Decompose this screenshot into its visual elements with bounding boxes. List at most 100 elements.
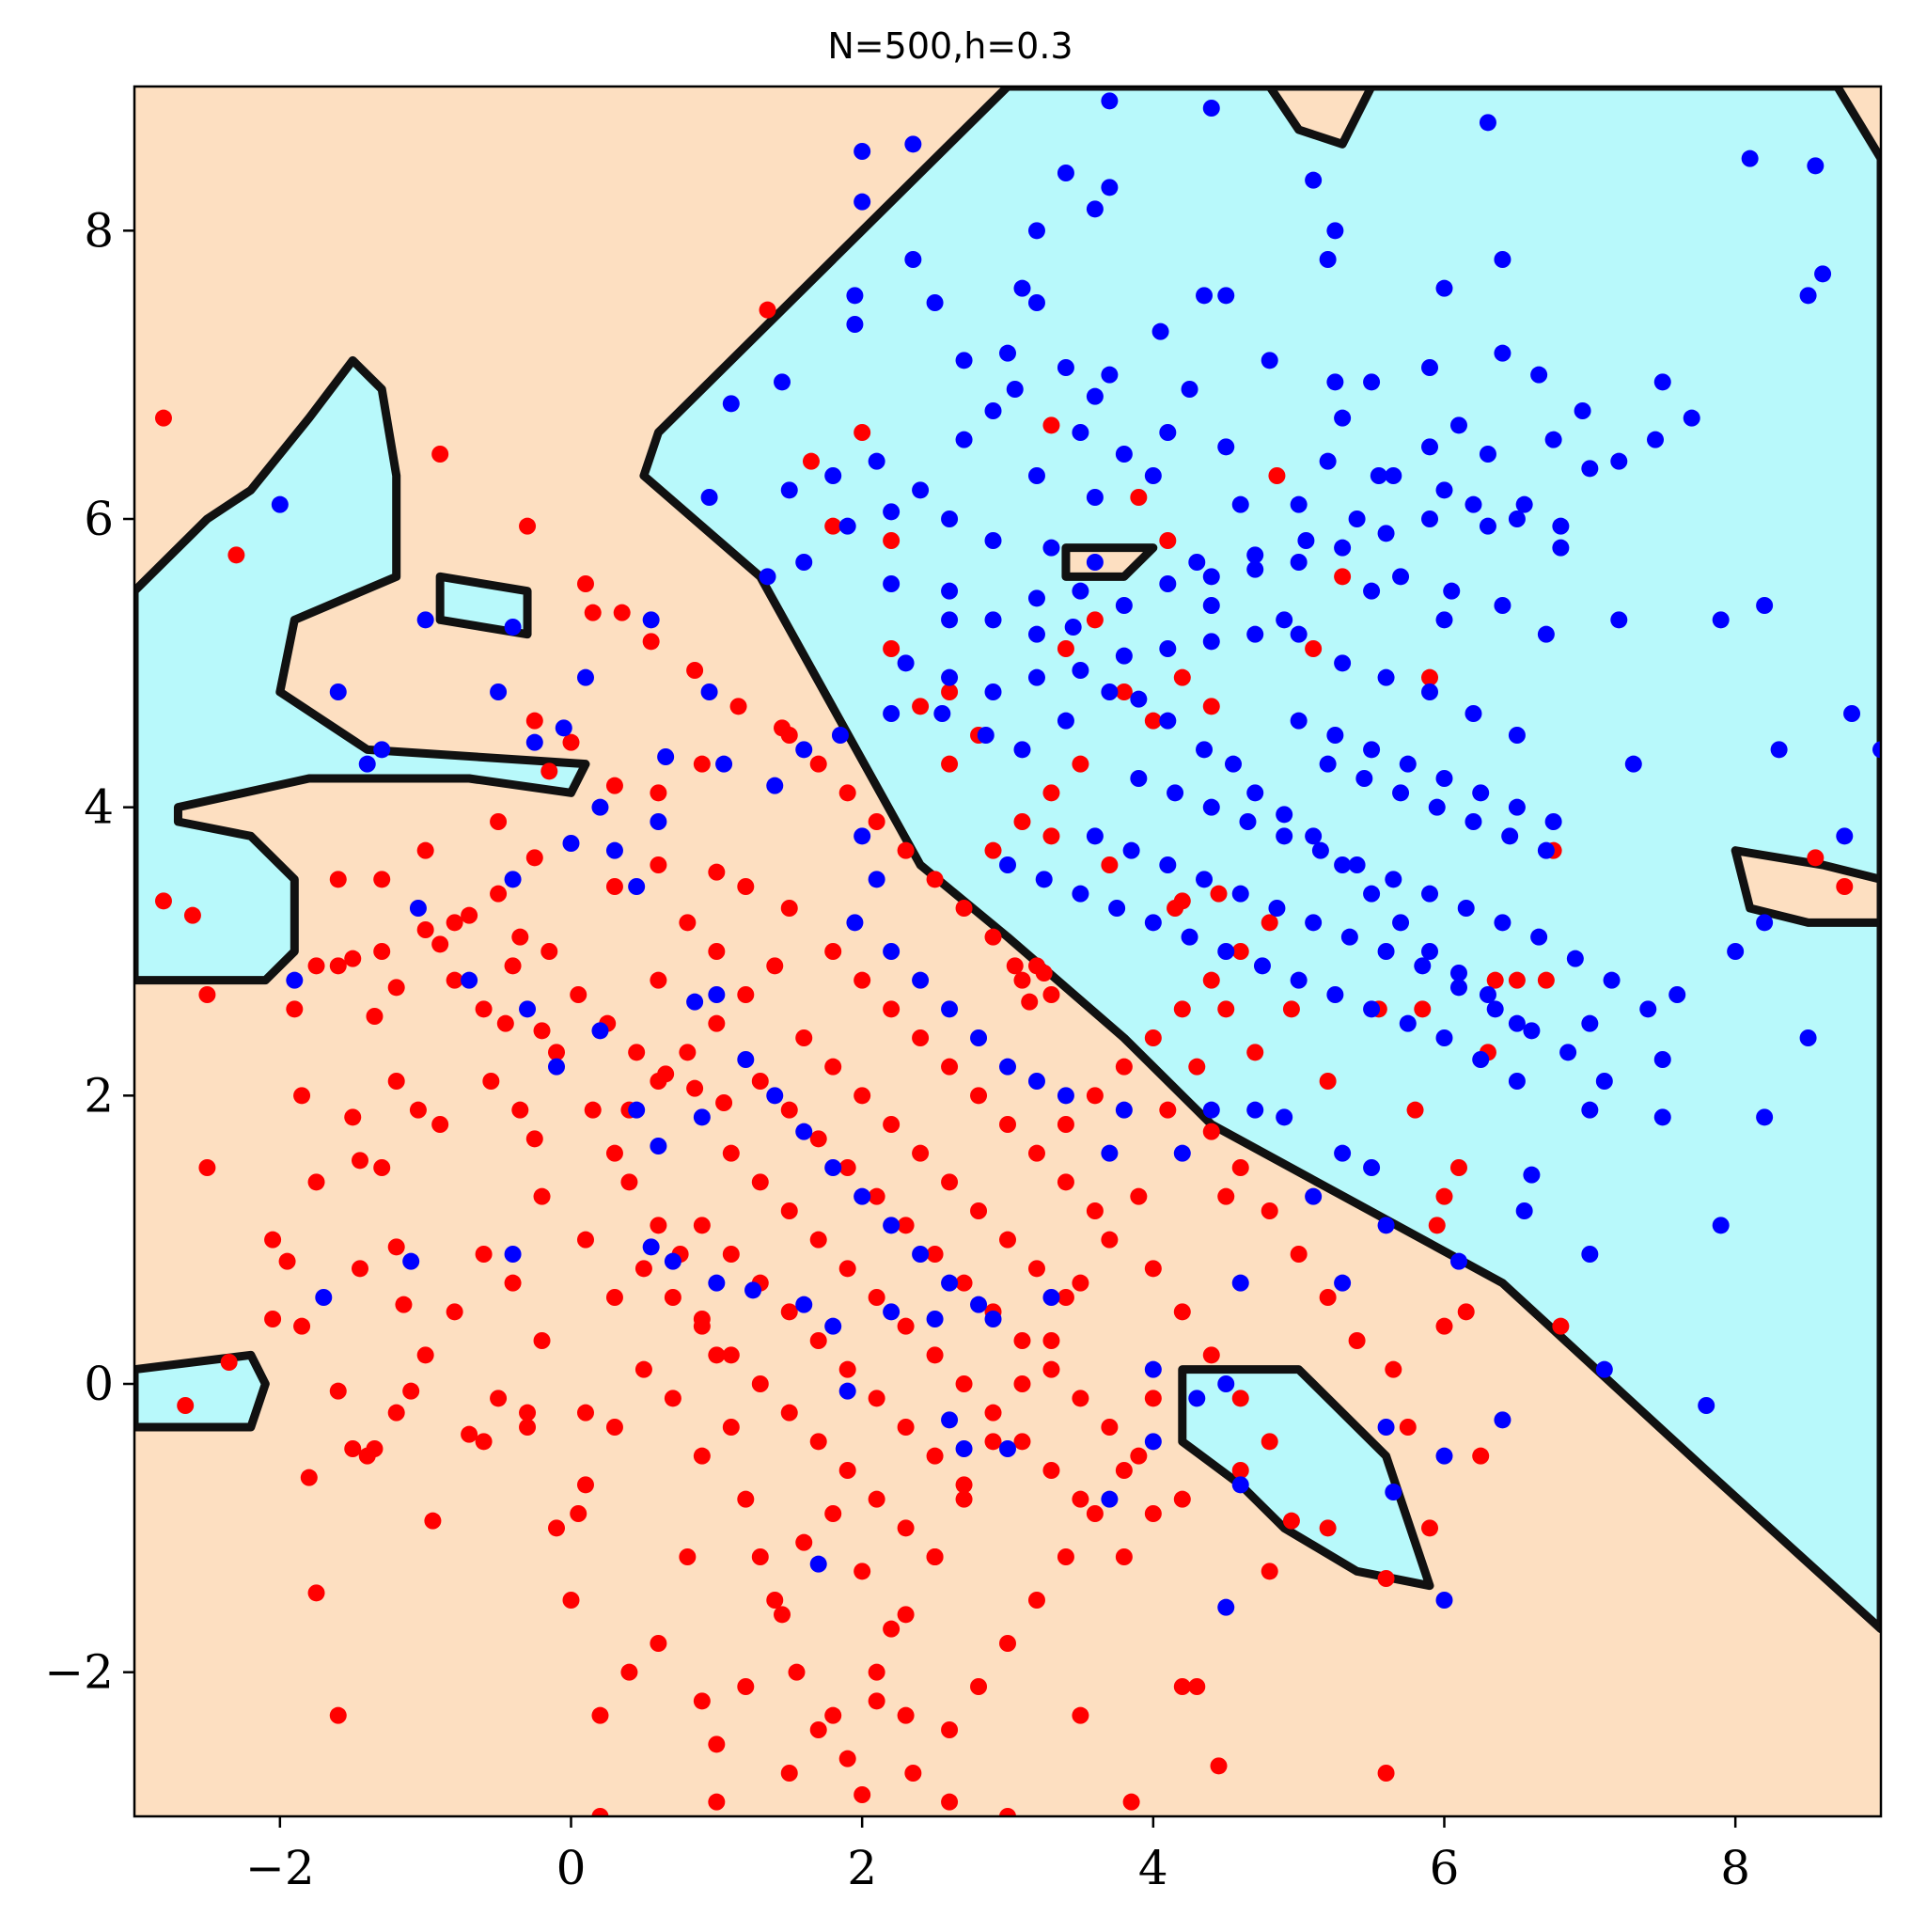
red-data-point [387,1404,405,1422]
red-data-point [693,1692,711,1710]
red-data-point [1101,856,1119,873]
red-data-point [605,1289,623,1306]
red-data-point [1086,1505,1104,1522]
blue-class-region [134,355,590,985]
red-data-point [941,1721,959,1738]
red-data-point [533,1332,551,1349]
blue-data-point [1449,965,1467,982]
blue-data-point [1377,1419,1395,1436]
blue-data-point [576,668,594,686]
blue-data-point [780,481,798,499]
blue-data-point [1246,546,1264,564]
blue-data-point [1377,668,1395,686]
red-data-point [613,604,631,621]
red-data-point [868,1663,885,1681]
blue-data-point [1465,705,1482,722]
blue-data-point [1494,914,1512,932]
red-data-point [511,1101,529,1119]
blue-data-point [1428,798,1446,816]
blue-data-point [1115,1101,1133,1119]
red-data-point [926,871,944,888]
red-data-point [708,1346,726,1364]
red-data-point [548,1519,566,1537]
blue-data-point [1355,770,1373,787]
blue-data-point [1508,1073,1526,1090]
red-data-point [1290,1246,1308,1263]
blue-data-point [1334,539,1352,557]
red-data-point [576,1404,594,1422]
red-data-point [780,1303,798,1321]
red-data-point [1042,1462,1060,1479]
red-data-point [1013,1433,1031,1451]
red-data-point [729,698,747,715]
red-data-point [533,1187,551,1205]
blue-data-point [715,755,733,773]
blue-data-point [591,798,609,816]
red-data-point [941,755,959,773]
red-data-point [1202,698,1220,715]
red-data-point [883,1116,901,1133]
red-data-point [1385,1360,1402,1378]
red-data-point [926,1346,944,1364]
blue-data-point [1115,597,1133,614]
red-data-point [1231,1159,1249,1176]
blue-data-point [1698,1397,1715,1414]
red-data-point [1807,849,1825,867]
red-data-point [693,1317,711,1335]
blue-data-point [650,813,667,830]
blue-data-point [1159,575,1177,592]
red-data-point [854,424,871,441]
blue-data-point [1610,452,1628,470]
red-data-point [605,1144,623,1162]
red-data-point [1159,532,1177,549]
blue-data-point [1027,294,1045,311]
blue-data-point [1231,1476,1249,1494]
blue-data-point [926,294,944,311]
blue-data-point [1101,366,1119,384]
blue-data-point [1435,1447,1453,1465]
red-data-point [1013,813,1031,830]
red-data-point [1457,1303,1475,1321]
red-class-region [1731,846,1881,927]
red-data-point [540,943,558,960]
blue-data-point [1115,647,1133,665]
blue-data-point [700,683,718,700]
red-data-point [1027,1592,1045,1609]
blue-data-point [1326,986,1344,1003]
blue-data-point [1668,986,1686,1003]
blue-data-point [941,582,959,600]
blue-data-point [1363,1000,1381,1018]
red-data-point [634,1360,652,1378]
x-tick-label: 2 [847,1841,877,1895]
blue-data-point [1756,597,1774,614]
red-data-point [802,452,820,470]
blue-data-point [686,993,704,1011]
blue-data-point [1494,1411,1512,1429]
blue-data-point [1334,1144,1352,1162]
blue-data-point [1144,467,1162,484]
blue-data-point [416,611,434,629]
red-data-point [1173,1000,1191,1018]
blue-data-point [854,143,871,160]
red-data-point [1042,827,1060,845]
blue-data-point [1305,1187,1323,1205]
red-data-point [1319,1519,1337,1537]
blue-data-point [1449,1252,1467,1270]
blue-data-point [1057,359,1074,376]
red-data-point [780,900,798,917]
blue-data-point [999,1058,1016,1076]
red-data-point [307,1173,325,1191]
red-data-point [402,1382,420,1400]
blue-data-point [1246,625,1264,643]
red-data-point [722,1346,740,1364]
blue-data-point [1101,683,1119,700]
red-data-point [897,841,915,859]
blue-data-point [1101,179,1119,196]
blue-data-point [490,683,508,700]
blue-data-point [774,373,791,391]
red-data-point [751,1548,769,1565]
red-data-point [999,1808,1016,1816]
y-axis: −2 0 2 4 6 8 [44,203,134,1700]
blue-data-point [1639,1000,1657,1018]
y-tick-label: −2 [44,1645,114,1700]
